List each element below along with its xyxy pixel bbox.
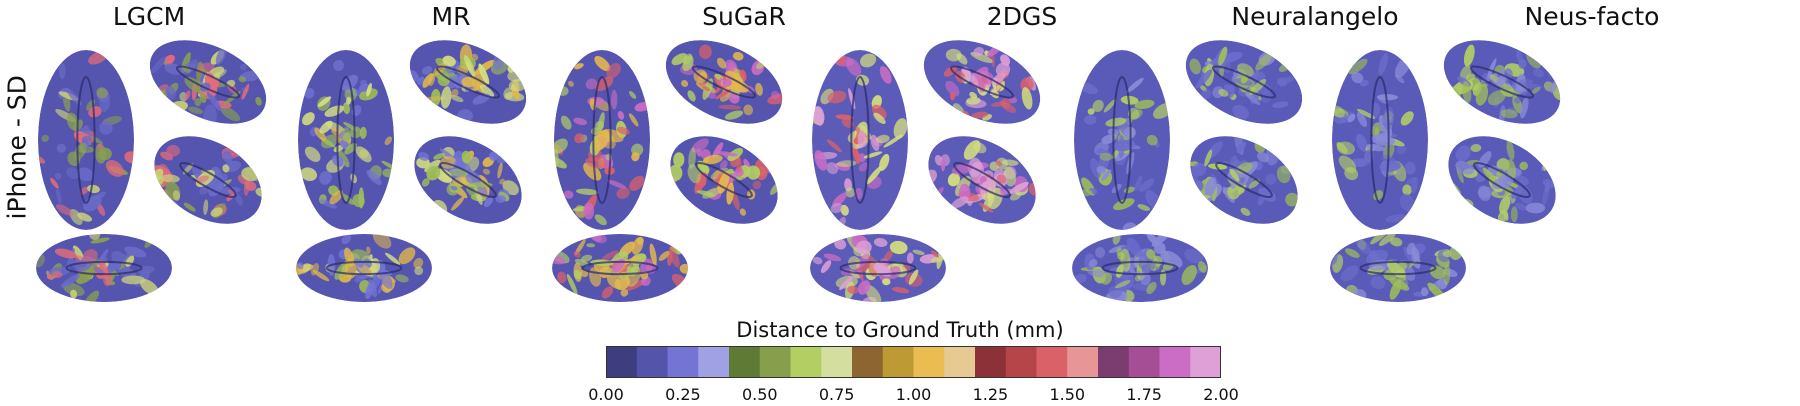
method-title: Neus-facto	[1524, 2, 1660, 31]
colorbar-tick-label: 0.25	[665, 385, 701, 404]
colorbar-swatch	[1067, 346, 1099, 378]
colorbar-swatch	[882, 346, 914, 378]
error-map-piece	[921, 136, 1042, 224]
method-title: 2DGS	[986, 2, 1058, 31]
colorbar-tick-label: 1.00	[895, 385, 932, 404]
error-map-piece	[554, 50, 650, 230]
colorbar-tick-label: 1.25	[972, 385, 1009, 404]
error-map-piece	[552, 234, 688, 302]
error-map-piece	[298, 50, 394, 230]
error-map-piece	[1330, 234, 1466, 302]
colorbar-swatch	[1159, 346, 1191, 378]
error-map-piece	[812, 50, 908, 230]
method-title: Neuralangelo	[1231, 2, 1399, 31]
colorbar-ticks: 0.00 0.25 0.50 0.75 1.00 1.25 1.50 1.75 2.00	[588, 385, 1239, 405]
colorbar-swatch	[729, 346, 761, 378]
colorbar-tick-label: 0.75	[818, 385, 855, 404]
error-map-panel	[552, 40, 814, 310]
colorbar-swatch	[1190, 346, 1222, 378]
error-map-piece	[149, 40, 267, 128]
error-map-piece	[1188, 131, 1300, 224]
colorbar-swatch	[852, 346, 884, 378]
error-map-panel	[36, 40, 298, 310]
error-map-piece	[1074, 50, 1170, 230]
colorbar-swatch	[1098, 346, 1130, 378]
colorbar-tick-label: 2.00	[1203, 385, 1239, 404]
method-title: SuGaR	[702, 2, 786, 31]
colorbar-tick-label: 0.00	[588, 385, 624, 404]
error-map-piece	[1332, 50, 1428, 230]
method-title: LGCM	[112, 2, 186, 31]
colorbar-swatch	[1128, 346, 1160, 378]
colorbar-swatch	[944, 346, 976, 378]
error-map-piece	[1436, 40, 1566, 125]
colorbar-swatch	[821, 346, 853, 378]
colorbar-swatch	[667, 346, 699, 378]
colorbar-swatch	[698, 346, 730, 378]
error-map-panel	[1072, 40, 1334, 310]
colorbar-svg	[606, 346, 1222, 378]
method-title: MR	[431, 2, 471, 31]
error-map-panel	[1330, 40, 1592, 310]
colorbar-swatch	[606, 346, 638, 378]
error-map-piece	[1072, 234, 1208, 302]
error-map-piece	[1185, 40, 1303, 124]
error-map-piece	[923, 40, 1041, 124]
row-label: iPhone - SD	[2, 75, 32, 220]
error-map-piece	[405, 40, 530, 124]
colorbar-swatch	[759, 346, 791, 378]
colorbar-tick-label: 0.50	[741, 385, 778, 404]
error-map-panel	[296, 40, 558, 310]
error-map-piece	[1445, 136, 1557, 224]
error-map-piece	[665, 40, 789, 124]
colorbar-swatch	[1005, 346, 1037, 378]
error-map-piece	[36, 234, 172, 302]
colorbar-swatch	[636, 346, 668, 378]
colorbar-title: Distance to Ground Truth (mm)	[736, 318, 1064, 342]
error-map-piece	[296, 234, 432, 302]
colorbar-swatch	[1036, 346, 1068, 378]
colorbar-swatch	[975, 346, 1007, 378]
error-map-panel	[810, 40, 1072, 310]
error-map-piece	[810, 234, 946, 302]
error-map-piece	[148, 136, 267, 224]
colorbar-swatch	[790, 346, 822, 378]
colorbar-tick-label: 1.75	[1126, 385, 1162, 404]
colorbar	[606, 346, 1222, 382]
error-map-piece	[669, 136, 782, 224]
colorbar-swatch	[913, 346, 945, 378]
error-map-piece	[38, 50, 134, 230]
colorbar-tick-label: 1.50	[1049, 385, 1086, 404]
error-map-piece	[414, 136, 528, 224]
